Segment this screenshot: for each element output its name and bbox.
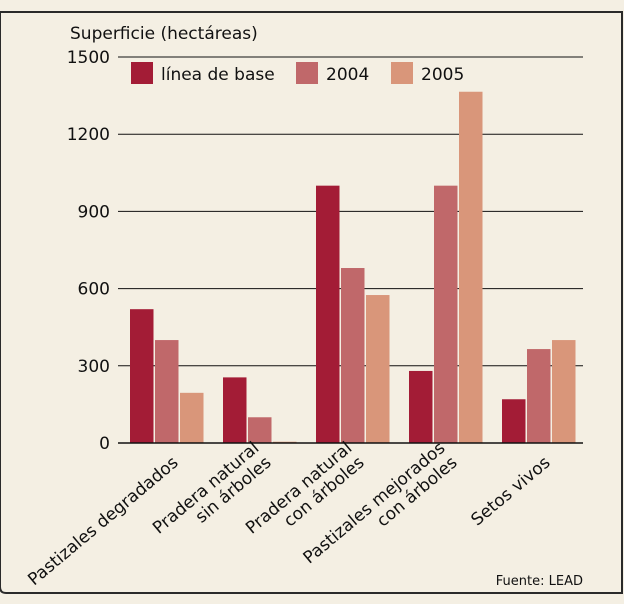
- x-category-label: Setos vivos: [468, 453, 555, 531]
- legend-swatch: [391, 62, 413, 84]
- legend-swatch: [296, 62, 318, 84]
- bar: [366, 295, 390, 443]
- bar: [223, 377, 247, 443]
- x-category-label-line: Setos vivos: [468, 453, 555, 531]
- legend-label: línea de base: [161, 65, 275, 85]
- bar: [341, 268, 365, 443]
- bars: [130, 91, 576, 444]
- y-tick-label: 300: [78, 357, 110, 377]
- bar: [316, 185, 340, 443]
- bar: [434, 185, 458, 443]
- y-tick-label: 0: [99, 434, 110, 454]
- y-tick-label: 1200: [67, 125, 110, 145]
- bar: [527, 349, 551, 443]
- legend-label: 2005: [421, 65, 464, 85]
- panel-border: [0, 11, 623, 594]
- source-note: Fuente: LEAD: [496, 574, 583, 589]
- y-tick-label: 600: [78, 280, 110, 300]
- y-tick-label: 1500: [67, 48, 110, 68]
- bar: [180, 392, 204, 443]
- bar: [502, 399, 526, 443]
- bar: [155, 340, 179, 443]
- y-tick-labels: 0 300 600 900 1200 1500: [67, 48, 110, 454]
- bar: [409, 370, 433, 443]
- y-tick-label: 900: [78, 202, 110, 222]
- bar: [552, 340, 576, 443]
- y-axis-label: Superficie (hectáreas): [70, 24, 258, 44]
- bar: [248, 417, 272, 443]
- legend-label: 2004: [326, 65, 369, 85]
- bar: [459, 91, 483, 444]
- legend: línea de base 2004 2005: [131, 62, 464, 85]
- legend-swatch: [131, 62, 153, 84]
- bar: [130, 309, 154, 443]
